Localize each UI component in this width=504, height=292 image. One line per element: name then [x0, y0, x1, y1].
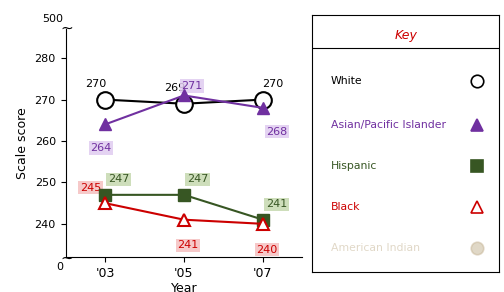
X-axis label: Year: Year [171, 282, 197, 292]
Text: 270: 270 [262, 79, 283, 89]
Text: 247: 247 [108, 175, 129, 185]
Text: 264: 264 [90, 143, 112, 153]
Text: 247: 247 [186, 175, 208, 185]
Text: ∼: ∼ [60, 20, 74, 35]
Text: 240: 240 [256, 244, 278, 255]
Text: 269: 269 [164, 84, 185, 93]
Text: White: White [331, 77, 363, 86]
Y-axis label: Scale score: Scale score [16, 107, 29, 179]
Text: 245: 245 [80, 183, 101, 193]
Text: 268: 268 [267, 126, 288, 137]
Text: Key: Key [394, 29, 417, 42]
Text: 241: 241 [266, 199, 287, 209]
Text: 271: 271 [181, 81, 203, 91]
Text: Hispanic: Hispanic [331, 161, 377, 171]
Text: 270: 270 [85, 79, 106, 89]
Text: 500: 500 [42, 14, 63, 24]
Text: 0: 0 [56, 262, 63, 272]
Text: Asian/Pacific Islander: Asian/Pacific Islander [331, 120, 446, 130]
Text: 241: 241 [177, 240, 199, 251]
Text: Black: Black [331, 202, 361, 212]
Text: ∼: ∼ [60, 251, 74, 266]
Text: American Indian: American Indian [331, 244, 420, 253]
